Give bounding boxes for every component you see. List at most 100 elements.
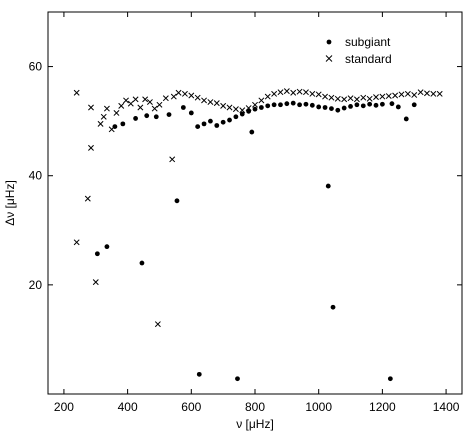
y-tick-label: 60 bbox=[29, 60, 43, 74]
point-standard bbox=[315, 91, 322, 98]
point-standard bbox=[103, 105, 110, 112]
point-subgiant bbox=[246, 108, 252, 114]
point-subgiant bbox=[389, 101, 395, 107]
point-standard bbox=[88, 144, 94, 151]
point-standard bbox=[232, 106, 239, 113]
point-standard bbox=[137, 104, 144, 111]
y-axis: 20 40 60 bbox=[29, 60, 462, 292]
point-standard bbox=[341, 96, 348, 103]
point-standard bbox=[213, 100, 220, 107]
point-standard bbox=[239, 107, 246, 114]
point-subgiant bbox=[120, 121, 126, 127]
point-subgiant bbox=[214, 123, 220, 128]
point-subgiant bbox=[235, 376, 240, 382]
point-standard bbox=[100, 113, 107, 120]
point-standard bbox=[283, 88, 290, 95]
point-standard bbox=[151, 105, 158, 112]
point-standard bbox=[123, 97, 129, 104]
point-subgiant bbox=[258, 105, 264, 110]
point-subgiant bbox=[341, 105, 347, 111]
point-standard bbox=[113, 110, 120, 116]
point-subgiant bbox=[195, 124, 201, 129]
point-subgiant bbox=[367, 101, 373, 107]
point-standard bbox=[309, 90, 316, 97]
point-standard bbox=[398, 91, 405, 98]
point-standard bbox=[97, 120, 104, 127]
point-standard bbox=[207, 99, 214, 105]
point-standard bbox=[277, 89, 284, 96]
point-standard bbox=[417, 89, 424, 96]
legend-label-standard: standard bbox=[345, 52, 392, 66]
data-points bbox=[73, 88, 443, 382]
x-tick-label: 400 bbox=[118, 400, 138, 414]
point-standard bbox=[226, 104, 233, 111]
point-subgiant bbox=[411, 102, 417, 108]
x-tick-label: 1200 bbox=[369, 400, 396, 414]
point-subgiant bbox=[166, 112, 172, 117]
point-standard bbox=[353, 96, 360, 103]
point-standard bbox=[424, 90, 430, 97]
point-subgiant bbox=[395, 104, 401, 110]
point-subgiant bbox=[144, 113, 150, 119]
point-standard bbox=[170, 93, 177, 100]
point-subgiant bbox=[271, 102, 277, 108]
point-subgiant bbox=[360, 103, 366, 109]
point-standard bbox=[290, 89, 297, 96]
point-subgiant bbox=[239, 111, 245, 117]
point-standard bbox=[220, 102, 227, 109]
x-tick-label: 800 bbox=[245, 400, 265, 414]
point-subgiant bbox=[201, 121, 207, 127]
point-subgiant bbox=[387, 376, 393, 382]
point-subgiant bbox=[278, 102, 283, 108]
y-axis-label: Δν [μHz] bbox=[3, 180, 17, 226]
point-standard bbox=[92, 279, 99, 286]
point-subgiant bbox=[290, 100, 296, 106]
point-standard bbox=[132, 96, 139, 103]
point-subgiant bbox=[104, 244, 110, 250]
point-subgiant bbox=[153, 114, 159, 120]
point-standard bbox=[258, 97, 265, 104]
point-subgiant bbox=[348, 104, 353, 109]
point-subgiant bbox=[329, 106, 334, 111]
point-standard bbox=[146, 99, 153, 105]
point-standard bbox=[296, 88, 303, 95]
point-standard bbox=[127, 100, 134, 107]
x-tick-label: 200 bbox=[54, 400, 74, 414]
x-tick-label: 1400 bbox=[433, 400, 460, 414]
point-subgiant bbox=[180, 105, 186, 110]
point-standard bbox=[379, 93, 386, 100]
point-standard bbox=[411, 91, 418, 98]
point-standard bbox=[118, 102, 125, 109]
point-subgiant bbox=[208, 118, 213, 124]
point-standard bbox=[73, 89, 80, 96]
point-standard bbox=[303, 89, 309, 96]
point-standard bbox=[201, 97, 207, 104]
point-standard bbox=[264, 93, 271, 100]
point-subgiant bbox=[335, 107, 341, 113]
y-tick-label: 40 bbox=[29, 169, 43, 183]
point-subgiant bbox=[373, 102, 379, 108]
point-subgiant bbox=[265, 103, 271, 109]
point-subgiant bbox=[196, 371, 202, 377]
point-subgiant bbox=[252, 106, 258, 112]
point-standard bbox=[271, 90, 278, 97]
point-subgiant bbox=[354, 102, 360, 108]
point-subgiant bbox=[309, 102, 315, 108]
point-standard bbox=[322, 93, 329, 100]
point-standard bbox=[175, 89, 182, 96]
point-standard bbox=[436, 90, 443, 97]
point-standard bbox=[328, 94, 335, 101]
plot-frame bbox=[47, 11, 463, 395]
point-subgiant bbox=[139, 260, 145, 266]
legend-label-subgiant: subgiant bbox=[345, 35, 391, 49]
x-axis: 200 400 600 800 1000 1200 1400 bbox=[54, 12, 460, 414]
point-standard bbox=[430, 90, 437, 97]
point-standard bbox=[142, 96, 149, 103]
point-standard bbox=[373, 94, 379, 101]
point-subgiant bbox=[303, 101, 309, 107]
point-standard bbox=[88, 104, 94, 111]
point-subgiant bbox=[322, 105, 328, 110]
legend-marker-standard bbox=[325, 55, 333, 62]
y-tick-label: 20 bbox=[29, 278, 43, 292]
